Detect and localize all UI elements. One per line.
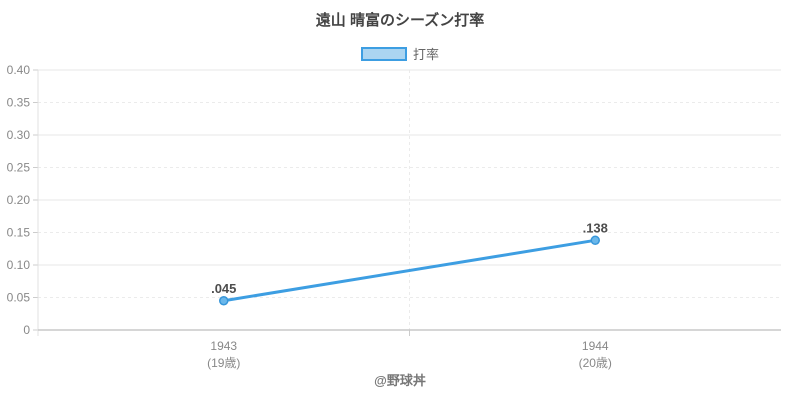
- point-value-label: .138: [583, 220, 608, 235]
- y-axis-label: 0: [23, 323, 30, 337]
- legend-item[interactable]: 打率: [0, 44, 800, 63]
- x-axis-label-year: 1943: [210, 339, 237, 353]
- x-axis-label-age: (20歳): [579, 356, 612, 370]
- data-point[interactable]: [590, 235, 600, 246]
- y-axis-label: 0.10: [7, 258, 31, 272]
- watermark: @野球丼: [374, 373, 426, 388]
- chart-title: 遠山 晴富のシーズン打率: [315, 12, 485, 29]
- y-axis-label: 0.40: [7, 63, 31, 77]
- y-axis-label: 0.05: [7, 291, 31, 305]
- x-axis-label-age: (19歳): [207, 356, 240, 370]
- y-axis-label: 0.25: [7, 161, 31, 175]
- y-axis-label: 0.35: [7, 96, 31, 110]
- legend-label: 打率: [412, 47, 439, 62]
- point-value-label: .045: [211, 281, 236, 296]
- x-axis-label-year: 1944: [582, 339, 609, 353]
- y-axis-label: 0.20: [7, 193, 31, 207]
- legend-swatch-icon: [360, 46, 407, 61]
- data-point[interactable]: [219, 296, 229, 306]
- y-axis-label: 0.15: [7, 226, 31, 240]
- y-axis-label: 0.30: [7, 128, 31, 142]
- series-line: [222, 238, 597, 303]
